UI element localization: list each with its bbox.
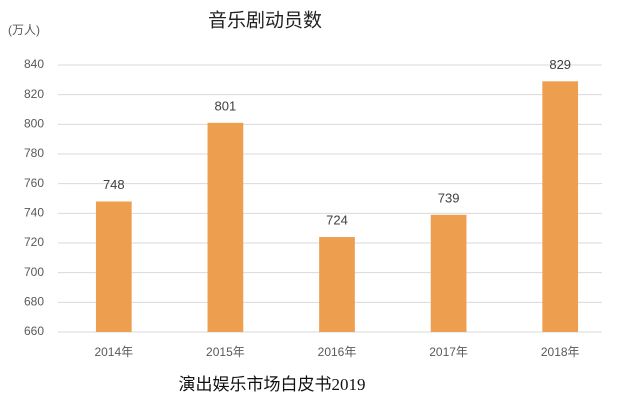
x-tick-label: 2016年	[318, 345, 357, 359]
x-tick-label: 2017年	[429, 345, 468, 359]
y-tick-label: 660	[24, 324, 44, 338]
value-label: 724	[326, 213, 348, 228]
y-tick-label: 780	[24, 146, 44, 160]
y-tick-label: 820	[24, 87, 44, 101]
x-tick-label: 2015年	[206, 345, 245, 359]
bar	[542, 81, 579, 332]
source: 演出娱乐市场白皮书2019	[179, 375, 366, 394]
x-tick-label: 2014年	[94, 345, 133, 359]
value-label: 739	[438, 190, 460, 205]
bar	[95, 201, 132, 332]
chart-title: 音乐剧动员数	[208, 9, 322, 31]
y-tick-label: 760	[24, 176, 44, 190]
y-tick-label: 800	[24, 117, 44, 131]
value-label: 748	[103, 177, 125, 192]
y-tick-label: 720	[24, 235, 44, 249]
value-label: 829	[549, 57, 571, 72]
y-tick-label: 680	[24, 295, 44, 309]
y-tick-label: 840	[24, 57, 44, 71]
value-label: 801	[215, 98, 237, 113]
bar	[207, 122, 244, 332]
y-tick-label: 740	[24, 206, 44, 220]
bar	[430, 214, 467, 332]
y-tick-label: 700	[24, 265, 44, 279]
x-tick-label: 2018年	[541, 345, 580, 359]
y-axis-label: (万人)	[8, 23, 40, 37]
bar	[319, 237, 355, 332]
